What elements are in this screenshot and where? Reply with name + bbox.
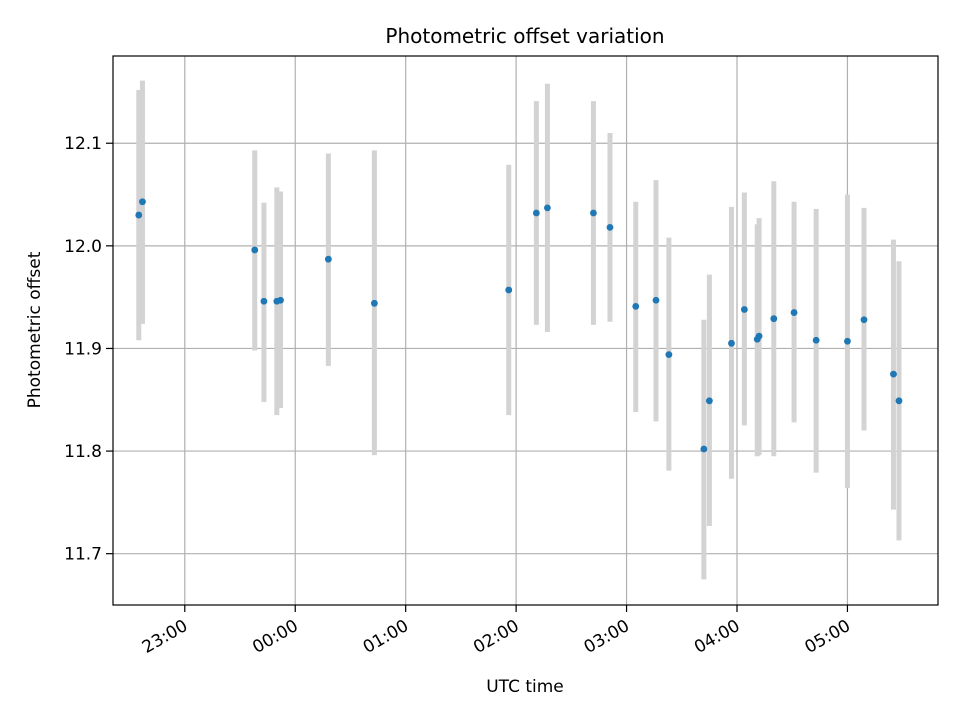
data-point bbox=[812, 336, 820, 344]
data-point bbox=[770, 315, 778, 323]
y-tick-label: 11.7 bbox=[64, 545, 102, 565]
data-point bbox=[700, 445, 708, 453]
data-point bbox=[606, 223, 614, 231]
data-point bbox=[652, 296, 660, 304]
chart-title: Photometric offset variation bbox=[385, 24, 664, 48]
data-point bbox=[728, 339, 735, 347]
data-point bbox=[544, 204, 551, 212]
x-axis-label: UTC time bbox=[486, 677, 564, 697]
data-point bbox=[324, 255, 332, 263]
plot-area bbox=[113, 56, 938, 605]
data-point bbox=[505, 286, 513, 294]
data-point bbox=[260, 297, 268, 305]
data-point bbox=[277, 296, 284, 304]
data-point bbox=[895, 397, 903, 405]
data-point bbox=[370, 299, 378, 307]
data-point bbox=[755, 332, 763, 340]
data-point bbox=[532, 209, 540, 217]
data-point bbox=[890, 370, 897, 378]
data-point bbox=[665, 351, 673, 359]
y-axis-label: Photometric offset bbox=[25, 251, 45, 408]
y-tick-label: 12.1 bbox=[64, 134, 102, 154]
y-tick-label: 11.9 bbox=[64, 339, 102, 359]
data-point bbox=[740, 306, 748, 313]
data-point bbox=[139, 198, 146, 206]
data-point bbox=[135, 211, 143, 219]
data-point bbox=[251, 246, 259, 254]
y-tick-label: 11.8 bbox=[64, 442, 102, 462]
data-point bbox=[632, 302, 640, 310]
data-point bbox=[860, 316, 868, 324]
plot-frame bbox=[112, 55, 939, 606]
data-point bbox=[844, 337, 851, 345]
y-tick-label: 12.0 bbox=[64, 237, 102, 257]
y-axis-ticks: 11.7 11.8 11.9 12.0 12.1 bbox=[64, 134, 113, 565]
data-point bbox=[590, 209, 597, 217]
data-point bbox=[705, 397, 713, 405]
data-points bbox=[135, 198, 903, 453]
data-point bbox=[790, 309, 798, 316]
